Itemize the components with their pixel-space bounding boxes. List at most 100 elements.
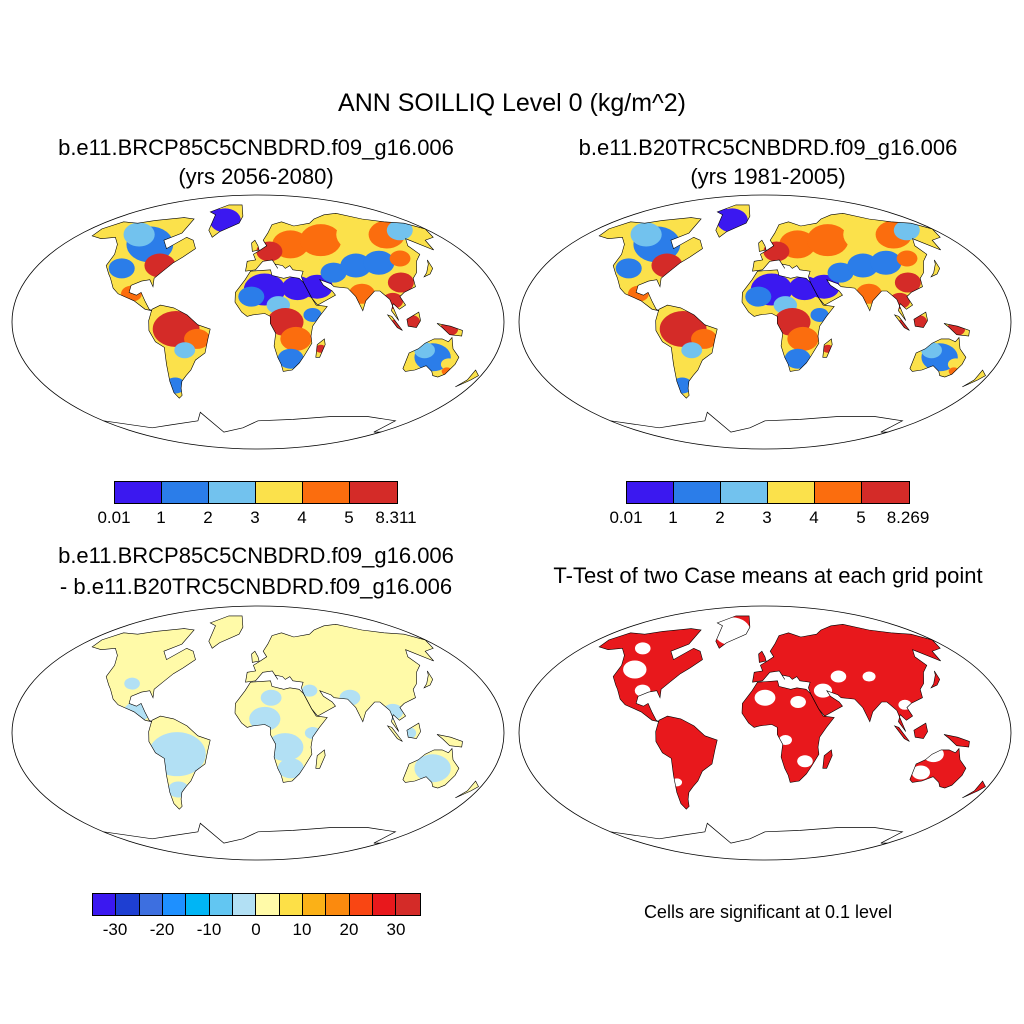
- field-patch: [174, 342, 196, 359]
- panel-1-subtitle: (yrs 2056-2080): [178, 164, 334, 189]
- colorbar-tick-label: 2: [715, 508, 725, 527]
- colorbar-swatch: [209, 482, 256, 503]
- colorbar-tick-label: -20: [149, 920, 175, 939]
- colorbar-swatch: [279, 894, 304, 915]
- colorbar-tick-label: 3: [250, 508, 260, 527]
- coastline-australia: [402, 336, 460, 378]
- coastline-borneo: [406, 722, 421, 739]
- coastline-nz: [962, 780, 986, 799]
- antarctica-coastline: [610, 822, 904, 844]
- field-patch: [615, 258, 642, 279]
- colorbar-swatch: [115, 482, 162, 503]
- field-patch: [893, 220, 920, 241]
- coastline-newguinea: [436, 323, 463, 337]
- field-patch: [303, 307, 322, 322]
- field-patch: [301, 684, 318, 697]
- colorbar-tick-label: 30: [386, 920, 406, 939]
- non-significant-area: [862, 671, 876, 682]
- field-patch: [787, 326, 819, 351]
- map-ttest: [518, 605, 1012, 861]
- field-patch: [108, 258, 135, 279]
- coastline-madagascar: [822, 749, 833, 769]
- field-patch: [277, 758, 304, 779]
- map-frame: [518, 605, 1012, 861]
- coastline-nz: [455, 780, 479, 799]
- field-patch: [249, 706, 281, 731]
- field-patch: [847, 253, 879, 278]
- non-significant-area: [911, 765, 930, 780]
- colorbar-swatch: [350, 482, 397, 503]
- coastline-sumatra: [386, 314, 403, 331]
- coastline-nz: [962, 369, 986, 388]
- coastline-madagascar: [315, 338, 326, 358]
- coastline-eurasia: [245, 623, 434, 732]
- coastline-australia: [909, 336, 967, 378]
- coastline-na: [91, 628, 196, 722]
- colorbar-swatch: [349, 894, 374, 915]
- colorbar-case1: [114, 481, 398, 504]
- colorbar-swatch: [721, 482, 768, 503]
- field-patch: [280, 326, 312, 351]
- coastline-sumatra: [893, 314, 910, 331]
- colorbar-tick-label: 20: [339, 920, 359, 939]
- coastline-borneo: [913, 311, 928, 328]
- coastline-africa: [741, 680, 835, 783]
- coastline-newguinea: [436, 734, 463, 748]
- colorbar-tick-label: 4: [297, 508, 307, 527]
- colorbar-tick-label: -30: [102, 920, 128, 939]
- colorbar-difference: [92, 893, 421, 916]
- colorbar-swatch: [396, 894, 420, 915]
- non-significant-area: [634, 642, 651, 655]
- colorbar-swatch: [139, 894, 164, 915]
- field-patch: [870, 250, 902, 275]
- map-frame: [11, 194, 505, 450]
- colorbar-tick-label: -10: [196, 920, 222, 939]
- field-patch: [414, 754, 451, 783]
- coastline-nz: [455, 369, 479, 388]
- field-patch: [784, 348, 811, 369]
- field-patch: [277, 348, 304, 369]
- coastline-uk: [758, 239, 767, 252]
- coastline-africa: [234, 680, 328, 783]
- field-patch: [363, 250, 395, 275]
- coastline-japan: [423, 670, 434, 689]
- coastline-sa: [655, 304, 718, 399]
- coastline-japan: [930, 259, 941, 278]
- field-patch: [124, 677, 140, 690]
- colorbar-swatch: [163, 894, 187, 915]
- field-patch: [320, 262, 347, 283]
- colorbar-swatch: [116, 894, 140, 915]
- field-patch: [336, 218, 378, 251]
- non-significant-area: [830, 670, 847, 683]
- colorbar-tick-label: 2: [203, 508, 213, 527]
- coastline-madagascar: [315, 749, 326, 769]
- colorbar-swatch: [768, 482, 815, 503]
- colorbar-tick-label: 1: [156, 508, 166, 527]
- coastline-newguinea: [943, 734, 970, 748]
- antarctica-coastline: [103, 822, 397, 844]
- map-case2: [518, 194, 1012, 450]
- field-patch: [894, 272, 921, 293]
- field-patch: [810, 307, 829, 322]
- field-patch: [260, 689, 282, 706]
- coastline-australia: [402, 747, 460, 789]
- figure-title: ANN SOILLIQ Level 0 (kg/m^2): [338, 89, 686, 117]
- coastline-japan: [930, 670, 941, 689]
- coastline-uk: [758, 650, 767, 663]
- panel-2-subtitle: (yrs 1981-2005): [690, 164, 846, 189]
- coastline-sa: [655, 715, 718, 810]
- coastline-sa: [148, 715, 211, 810]
- field-patch: [681, 342, 703, 359]
- colorbar-swatch: [233, 894, 257, 915]
- colorbar-swatch: [674, 482, 721, 503]
- colorbar-tick-label: 3: [762, 508, 772, 527]
- colorbar-swatch: [373, 894, 397, 915]
- field-patch: [123, 222, 155, 247]
- colorbar-swatch: [256, 894, 280, 915]
- map-case1: [11, 194, 505, 450]
- map-frame: [11, 605, 505, 861]
- field-patch: [745, 286, 772, 307]
- colorbar-tick-label: 0: [251, 920, 261, 939]
- colorbar-tick-label: 5: [344, 508, 354, 527]
- coastline-sumatra: [386, 725, 403, 742]
